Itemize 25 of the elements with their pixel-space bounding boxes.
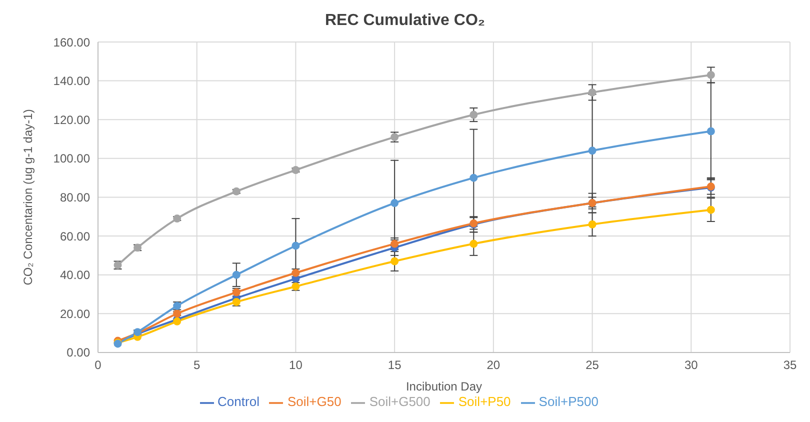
x-tick-label: 5 bbox=[194, 358, 201, 372]
y-tick-label: 40.00 bbox=[60, 268, 90, 282]
legend-label: Soil+G500 bbox=[369, 394, 430, 410]
legend-label: Soil+P500 bbox=[538, 394, 598, 410]
y-axis-title: CO₂ Concentarion (ug g-1 day-1) bbox=[21, 109, 35, 286]
x-tick-label: 10 bbox=[289, 358, 303, 372]
y-tick-label: 80.00 bbox=[60, 190, 90, 204]
x-tick-label: 20 bbox=[486, 358, 500, 372]
x-tick-label: 25 bbox=[586, 358, 600, 372]
chart-title: REC Cumulative CO₂ bbox=[324, 12, 486, 29]
legend-label: Control bbox=[218, 394, 260, 410]
y-tick-label: 60.00 bbox=[60, 229, 90, 244]
x-tick-label: 0 bbox=[94, 358, 102, 372]
y-tick-label: 20.00 bbox=[60, 306, 90, 321]
x-tick-label: 15 bbox=[388, 358, 402, 372]
y-tick-label: 100.00 bbox=[53, 152, 90, 166]
x-axis-title: Incibution Day bbox=[406, 379, 482, 394]
y-tick-label: 0.00 bbox=[66, 346, 90, 360]
y-tick-label: 140.00 bbox=[53, 74, 90, 88]
x-tick-label: 35 bbox=[783, 358, 797, 372]
x-tick-label: 30 bbox=[684, 358, 698, 372]
y-tick-label: 120.00 bbox=[53, 112, 90, 127]
legend-label: Soil+G50 bbox=[287, 394, 342, 410]
legend-label: Soil+P50 bbox=[458, 394, 511, 410]
y-tick-label: 160.00 bbox=[53, 35, 90, 50]
